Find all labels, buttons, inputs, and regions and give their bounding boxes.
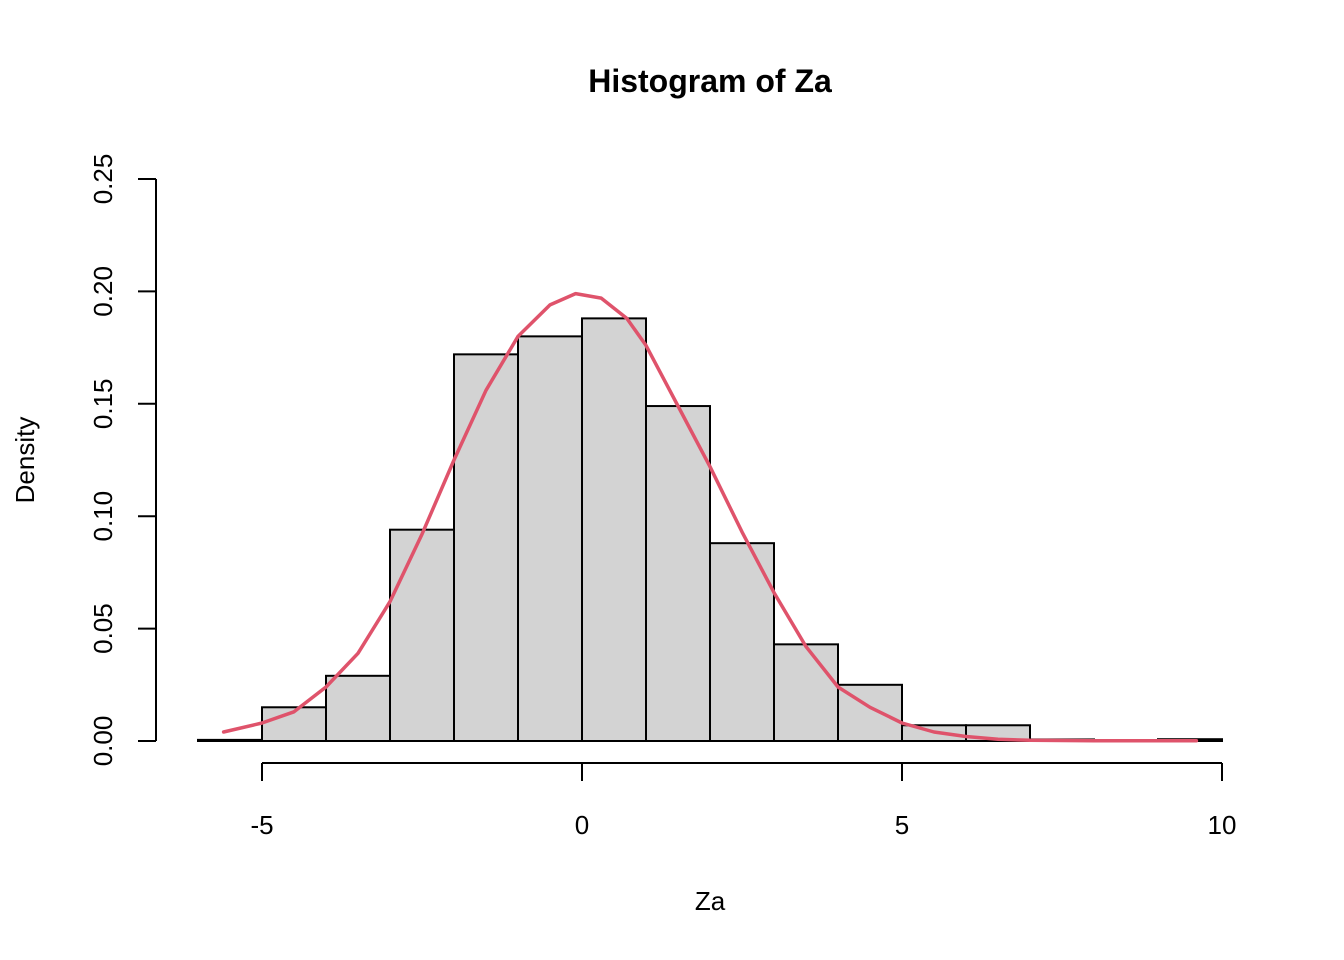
x-tick-label: -5 (250, 810, 273, 840)
y-tick-label: 0.05 (88, 603, 118, 654)
x-tick-label: 0 (575, 810, 589, 840)
chart-title: Histogram of Za (588, 63, 832, 99)
x-axis: -5 0 5 10 (250, 762, 1237, 840)
histogram-bar (709, 542, 775, 743)
histogram-bar (773, 643, 839, 742)
x-tick-label: 10 (1208, 810, 1237, 840)
histogram-bar (645, 405, 711, 742)
histogram-bar (325, 674, 391, 742)
histogram-bars (197, 317, 1223, 743)
histogram-bar (581, 317, 647, 742)
y-tick-label: 0.25 (88, 154, 118, 205)
x-axis-label: Za (695, 886, 726, 916)
histogram-bar (517, 335, 583, 742)
y-axis: 0.00 0.05 0.10 0.15 0.20 0.25 (88, 154, 157, 767)
y-tick-label: 0.15 (88, 378, 118, 429)
histogram-bar (197, 738, 263, 742)
density-curve-layer (221, 291, 1199, 743)
y-axis-label: Density (10, 417, 40, 504)
y-tick-label: 0.10 (88, 491, 118, 542)
histogram-bar (453, 353, 519, 742)
histogram-bar (389, 528, 455, 742)
y-tick-label: 0.20 (88, 266, 118, 317)
y-tick-label: 0.00 (88, 716, 118, 767)
density-curve-line (221, 291, 1199, 743)
x-tick-label: 5 (895, 810, 909, 840)
